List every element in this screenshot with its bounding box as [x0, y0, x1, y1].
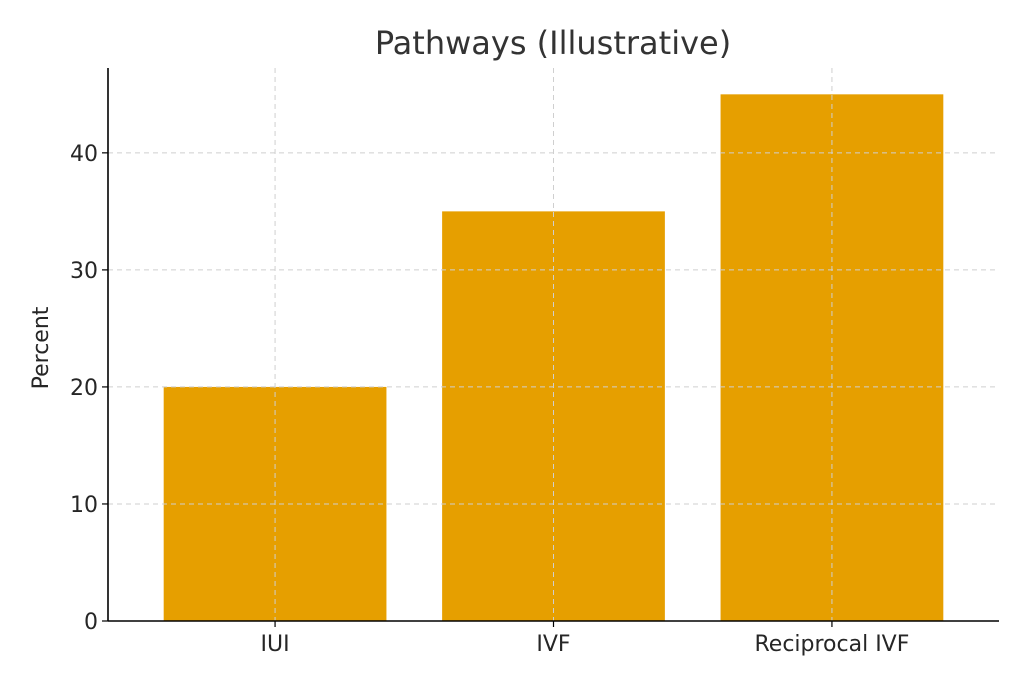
x-tick-label: Reciprocal IVF	[754, 632, 909, 657]
bar-layer	[163, 94, 944, 622]
chart-title: Pathways (Illustrative)	[375, 24, 731, 62]
x-tick-label: IUI	[261, 632, 290, 657]
y-tick-label: 40	[70, 142, 98, 167]
tick-layer: 0 10 20 30 40 IUI IVF Reciprocal IVF	[70, 142, 909, 657]
y-axis-label: Percent	[29, 306, 54, 389]
y-tick-label: 0	[84, 610, 98, 635]
bar	[442, 211, 665, 622]
y-tick-label: 30	[70, 259, 98, 284]
y-tick-label: 10	[70, 493, 98, 518]
x-tick-label: IVF	[536, 632, 570, 657]
y-tick-label: 20	[70, 376, 98, 401]
